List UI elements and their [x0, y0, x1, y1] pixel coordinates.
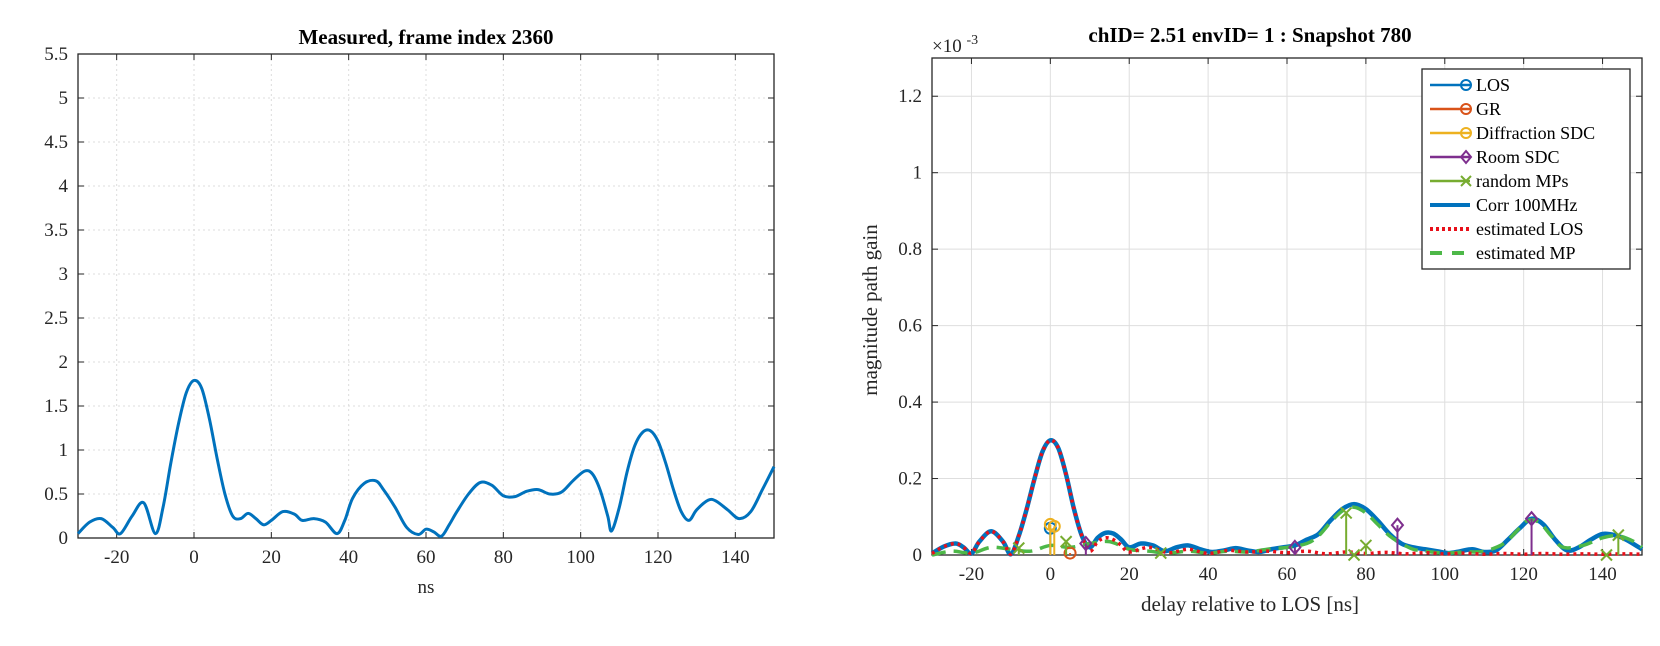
stem-group-diffraction-sdc	[1043, 517, 1061, 555]
x-tick-label: 80	[1356, 564, 1375, 585]
y-exponent-base: ×10	[932, 36, 962, 57]
x-tick-label: 140	[721, 547, 750, 568]
legend-entry: Room SDC	[1430, 147, 1560, 167]
chart-title: Measured, frame index 2360	[298, 25, 553, 49]
y-axis-label: magnitude path gain	[858, 224, 882, 396]
x-marker	[1347, 548, 1361, 562]
y-tick-label: 0.4	[898, 392, 922, 413]
x-tick-label: 40	[339, 547, 358, 568]
x-tick-label: 100	[566, 547, 595, 568]
x-tick-label: 20	[1120, 564, 1139, 585]
x-tick-label: 80	[494, 547, 513, 568]
x-marker	[1460, 175, 1472, 187]
circle-marker	[1460, 127, 1472, 139]
legend-entry: GR	[1430, 99, 1501, 119]
y-tick-label: 0	[913, 545, 923, 566]
grid	[78, 53, 774, 539]
x-marker	[1600, 548, 1613, 562]
x-marker	[1012, 541, 1025, 555]
legend-label: random MPs	[1476, 171, 1569, 191]
y-tick-label: 1.2	[898, 86, 922, 107]
x-tick-label: 120	[1509, 564, 1538, 585]
y-tick-label: 0.6	[898, 316, 922, 337]
y-tick-label: 2	[59, 352, 69, 373]
diamond-marker	[1524, 510, 1539, 527]
y-exponent-label: ×10 -3	[932, 33, 978, 57]
measured-chart: Measured, frame index 2360 ns -20 0 20 40 60…	[44, 25, 776, 598]
legend-entry: estimated MP	[1430, 243, 1576, 263]
x-tick-label: 60	[1278, 564, 1297, 585]
legend-label: estimated LOS	[1476, 219, 1583, 239]
y-tick-label: 0	[59, 528, 69, 549]
chart-title: chID= 2.51 envID= 1 : Snapshot 780	[1088, 23, 1411, 47]
y-tick-label: 1	[59, 440, 69, 461]
y-tick-label: 0.2	[898, 469, 922, 490]
x-marker	[1359, 539, 1373, 552]
x-tick-label: 120	[644, 547, 673, 568]
stem-group-gr	[1063, 546, 1077, 560]
x-tick-label: -20	[959, 564, 984, 585]
x-tick-label: 140	[1588, 564, 1617, 585]
stem-group-room-sdc	[1079, 510, 1539, 556]
x-marker	[1154, 546, 1167, 560]
x-tick-label: 100	[1431, 564, 1460, 585]
x-tick-label: -20	[104, 547, 129, 568]
diamond-marker	[1390, 517, 1405, 534]
stem-group-random-mps	[1012, 506, 1625, 562]
legend-entry: random MPs	[1430, 171, 1569, 191]
x-tick-label: 0	[189, 547, 199, 568]
y-tick-label: 1.5	[44, 396, 68, 417]
y-tick-label: 2.5	[44, 308, 68, 329]
circle-marker	[1460, 103, 1472, 115]
legend-box	[1421, 68, 1631, 270]
y-tick-label: 5.5	[44, 44, 68, 65]
x-tick-label: 60	[417, 547, 436, 568]
legend-label: GR	[1476, 99, 1501, 119]
plot-area	[930, 437, 1644, 562]
legend-entry: Diffraction SDC	[1430, 123, 1595, 143]
y-exponent-power: -3	[966, 33, 978, 48]
legend-label: Diffraction SDC	[1476, 123, 1595, 143]
y-tick-label: 4.5	[44, 132, 68, 153]
y-tick-label: 3.5	[44, 220, 68, 241]
legend-entry: LOS	[1430, 75, 1510, 95]
x-tick-label: 20	[262, 547, 281, 568]
legend-label: Corr 100MHz	[1476, 195, 1578, 215]
y-tick-label: 5	[59, 88, 69, 109]
series-line	[76, 378, 776, 538]
x-tick-label: 0	[1046, 564, 1056, 585]
diamond-marker	[1288, 539, 1302, 556]
y-tick-label: 1	[913, 163, 923, 184]
snapshot-chart: chID= 2.51 envID= 1 : Snapshot 780 delay…	[858, 23, 1644, 616]
y-tick-label: 0.5	[44, 484, 68, 505]
diamond-marker	[1079, 535, 1093, 552]
y-tick-label: 4	[59, 176, 69, 197]
x-axis-label: ns	[418, 577, 435, 598]
legend-label: estimated MP	[1476, 243, 1576, 263]
legend: LOS GR Diffraction SDC Room SDC random MPs Co…	[1421, 68, 1631, 270]
legend-entry: estimated LOS	[1430, 219, 1583, 239]
y-tick-label: 0.8	[898, 239, 922, 260]
diamond-marker	[1459, 149, 1473, 165]
x-tick-label: 40	[1199, 564, 1218, 585]
x-marker	[1612, 528, 1625, 542]
x-marker	[1339, 506, 1353, 520]
legend-entry: Corr 100MHz	[1430, 195, 1578, 215]
x-marker	[1059, 535, 1073, 548]
circle-marker	[1063, 546, 1077, 560]
legend-label: Room SDC	[1476, 147, 1560, 167]
x-axis-label: delay relative to LOS [ns]	[1141, 592, 1359, 616]
circle-marker	[1047, 519, 1061, 533]
y-tick-label: 3	[59, 264, 69, 285]
legend-label: LOS	[1476, 75, 1510, 95]
circle-marker	[1460, 79, 1472, 91]
